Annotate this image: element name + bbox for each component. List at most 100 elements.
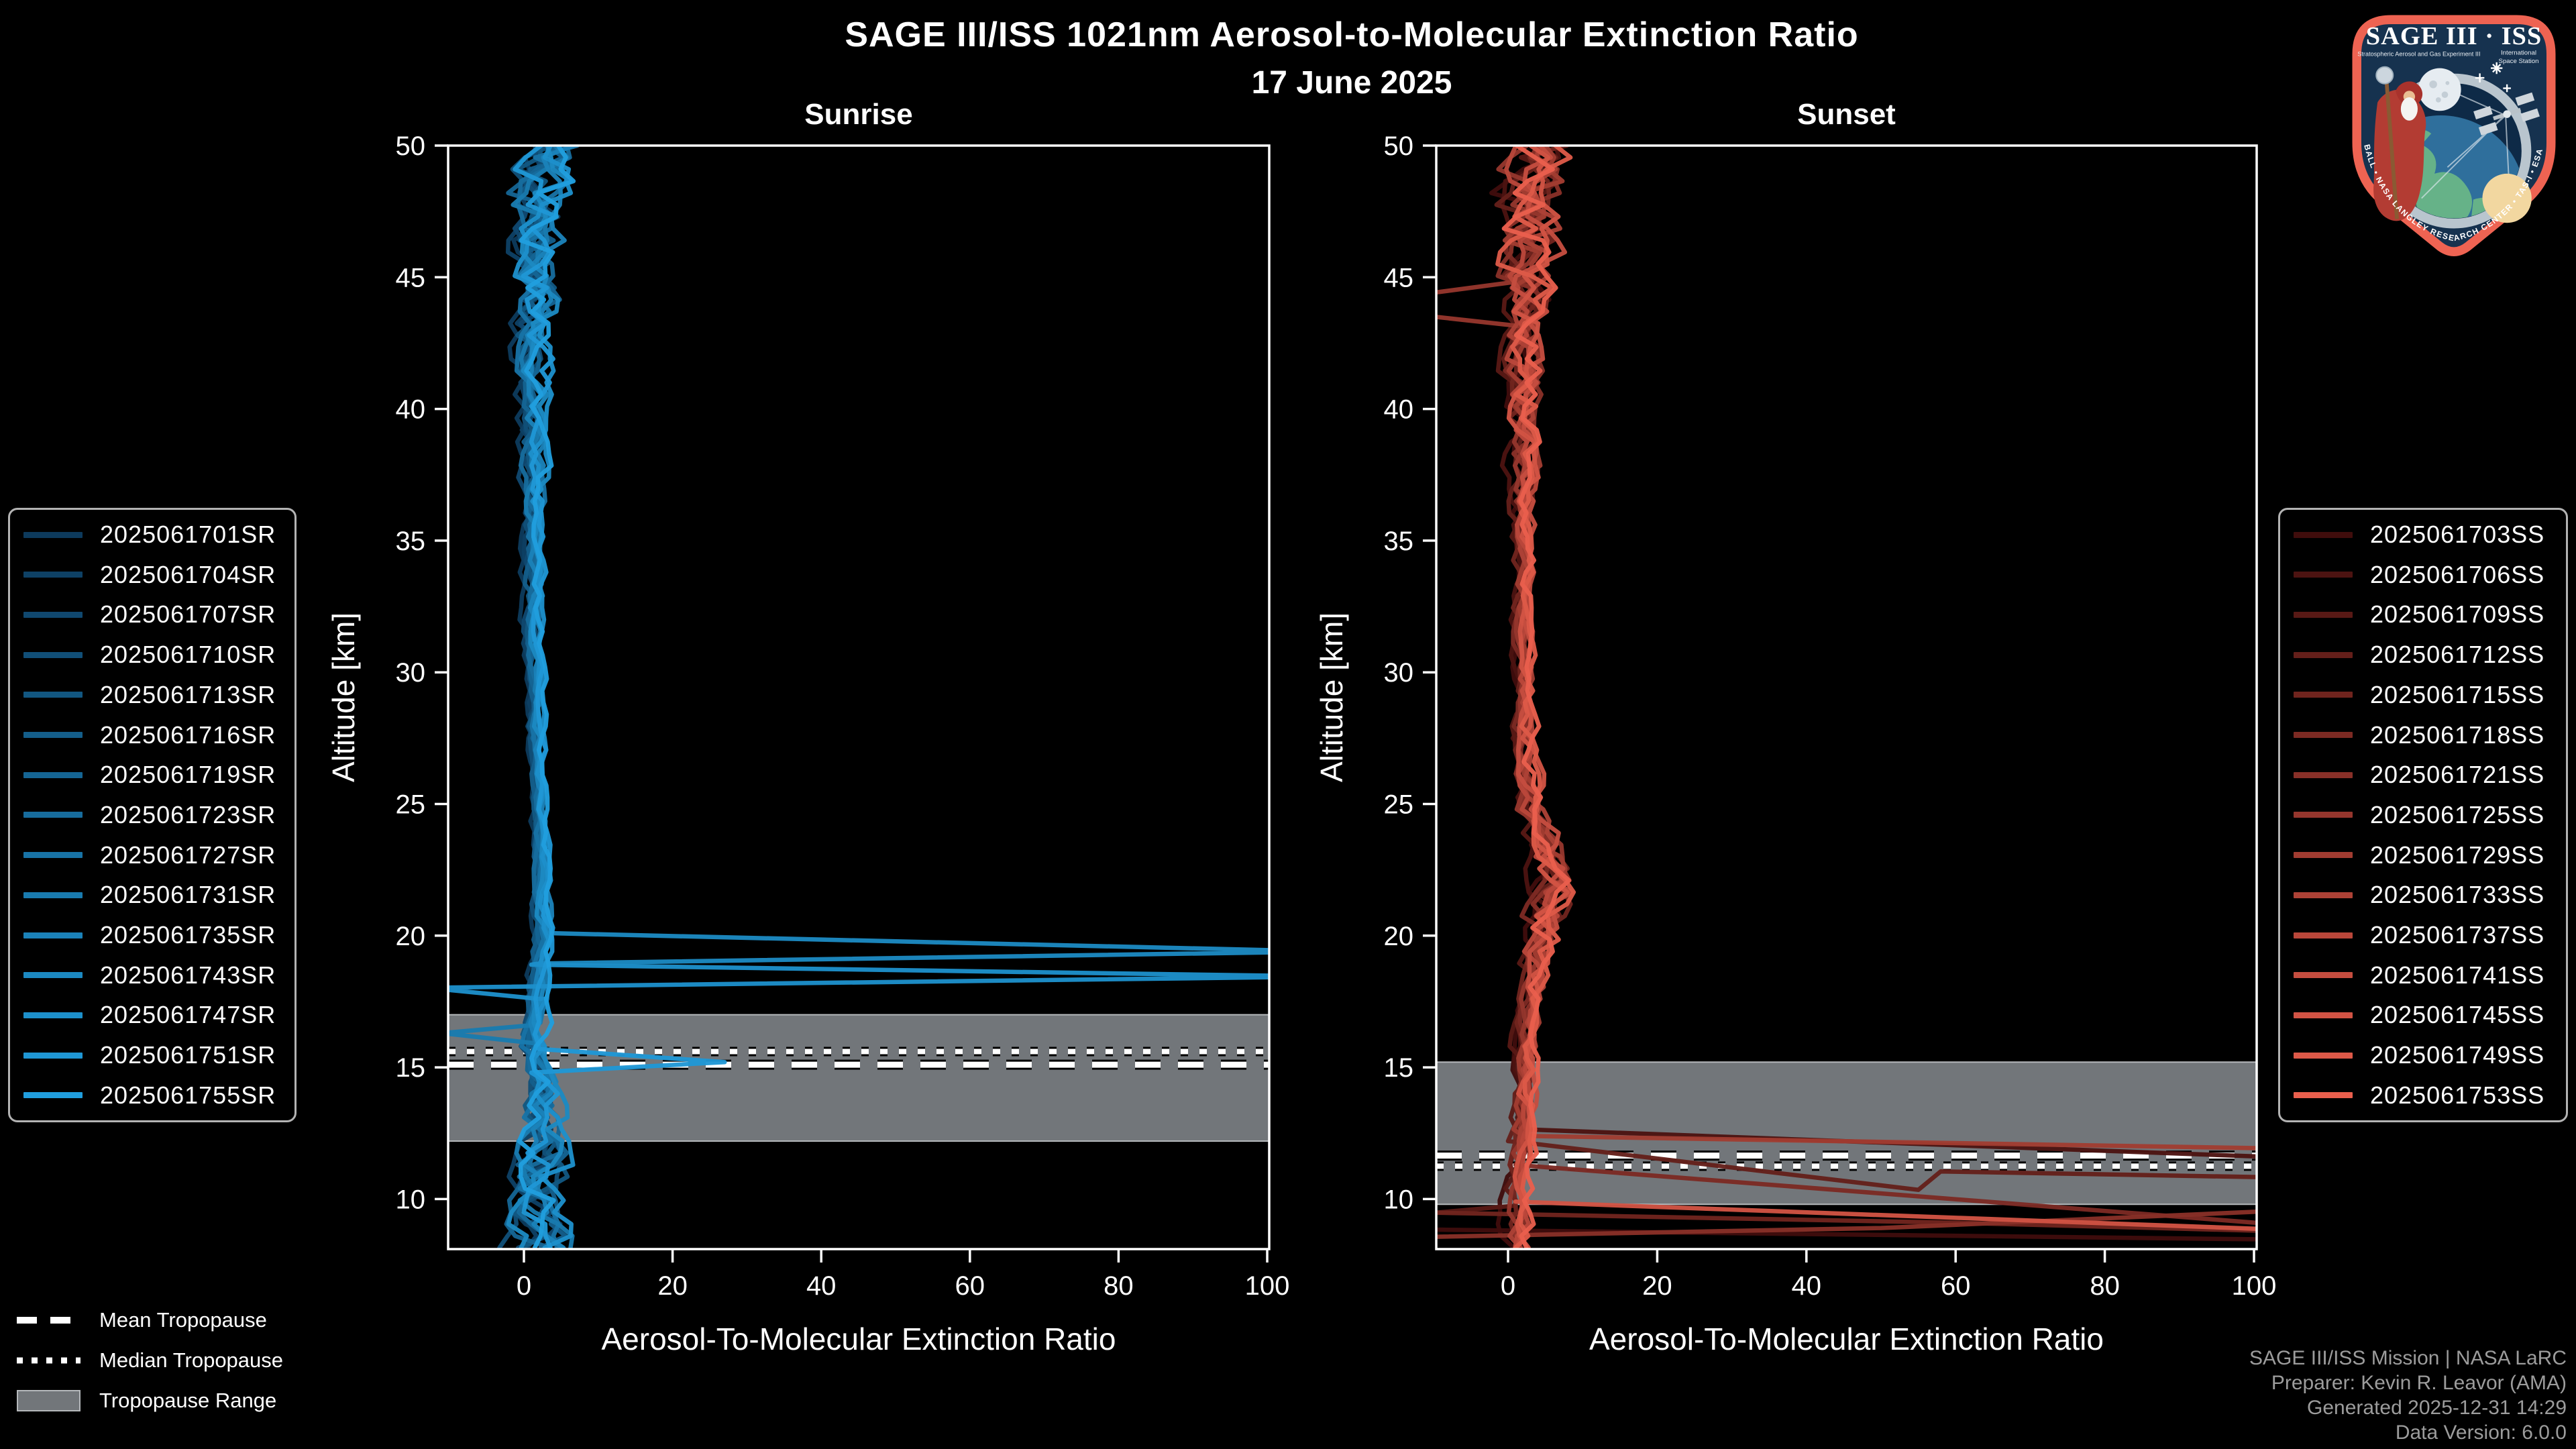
sunset-y-tick-label: 25 (1384, 790, 1414, 820)
legend-item-label: 2025061731SR (100, 881, 276, 909)
sunrise-x-axis-label: Aerosol-To-Molecular Extinction Ratio (602, 1322, 1116, 1356)
legend-line-swatch-icon (2294, 812, 2353, 818)
legend-item-label: 2025061743SR (100, 961, 276, 989)
footer-preparer: Preparer: Kevin R. Leavor (AMA) (2271, 1372, 2567, 1394)
legend-line-swatch-icon (23, 611, 83, 618)
legend-line-swatch-icon (2294, 651, 2353, 658)
sunset-x-tick-label: 0 (1501, 1271, 1515, 1301)
legend-line-swatch-icon (23, 932, 83, 938)
median-tropopause-dot-icon (17, 1357, 80, 1364)
sunset-y-tick-label: 35 (1384, 527, 1414, 556)
sunset-y-tick-label: 50 (1384, 131, 1414, 161)
legend-item-2025061723SR: 2025061723SR (23, 801, 281, 829)
sun-icon (2482, 173, 2532, 223)
patch-subtitle-left: Stratospheric Aerosol and Gas Experiment… (2357, 50, 2480, 57)
patch-title: SAGE III · ISS (2366, 22, 2542, 50)
legend-item-2025061751SR: 2025061751SR (23, 1041, 281, 1069)
legend-item-2025061729SS: 2025061729SS (2294, 841, 2553, 869)
legend-item-label: 2025061753SS (2370, 1081, 2545, 1109)
iss-icon (2473, 92, 2540, 136)
moon-craters (2429, 80, 2450, 103)
legend-line-swatch-icon (23, 531, 83, 538)
median-tropopause-legend-item: Median Tropopause (17, 1347, 283, 1374)
legend-item-label: 2025061735SR (100, 921, 276, 949)
legend-line-swatch-icon (2294, 611, 2353, 618)
tropopause-legend: Mean Tropopause Median Tropopause Tropop… (17, 1307, 283, 1414)
legend-item-2025061747SR: 2025061747SR (23, 1001, 281, 1029)
legend-item-2025061735SR: 2025061735SR (23, 921, 281, 949)
legend-item-label: 2025061723SR (100, 800, 276, 828)
legend-line-swatch-icon (2294, 771, 2353, 778)
legend-line-swatch-icon (23, 972, 83, 979)
legend-item-label: 2025061733SS (2370, 881, 2545, 909)
legend-item-label: 2025061737SS (2370, 921, 2545, 949)
legend-line-swatch-icon (23, 771, 83, 778)
stars (2475, 62, 2511, 93)
sunset-x-tick-label: 20 (1642, 1271, 1672, 1301)
profile-segment-2025061745SS (1513, 1199, 2257, 1232)
legend-item-2025061733SS: 2025061733SS (2294, 881, 2553, 909)
sunrise-y-tick-label: 15 (396, 1053, 426, 1083)
legend-item-label: 2025061706SS (2370, 560, 2545, 588)
legend-line-swatch-icon (23, 892, 83, 898)
sunrise-y-tick-label: 45 (396, 263, 426, 292)
footer-mission: SAGE III/ISS Mission | NASA LaRC (2249, 1347, 2567, 1369)
legend-line-swatch-icon (2294, 852, 2353, 859)
sunrise-panel-title: Sunrise (804, 98, 912, 131)
legend-item-2025061718SS: 2025061718SS (2294, 721, 2553, 749)
legend-item-label: 2025061719SR (100, 761, 276, 789)
legend-item-2025061731SR: 2025061731SR (23, 881, 281, 909)
sunrise-x-tick-label: 100 (1245, 1271, 1290, 1301)
legend-item-label: 2025061707SR (100, 600, 276, 629)
sunset-panel: 0 20 40 60 80 100 10 15 20 25 30 35 40 45 50 Aerosol-To… (1314, 98, 2277, 1356)
legend-item-label: 2025061727SR (100, 841, 276, 869)
sunset-x-tick-label: 80 (2090, 1271, 2120, 1301)
sage-iii-iss-mission-patch-logo: SAGE III · ISS Stratospheric Aerosol and… (2352, 15, 2556, 256)
sunset-y-tick-label: 45 (1384, 263, 1414, 292)
legend-line-swatch-icon (23, 692, 83, 698)
sunset-x-tick-label: 100 (2232, 1271, 2277, 1301)
footer-data-version: Data Version: 6.0.0 (2395, 1421, 2567, 1444)
sunset-legend: 2025061703SS 2025061706SS 2025061709SS 2025… (2278, 508, 2568, 1122)
sunrise-y-tick-label: 40 (396, 395, 426, 425)
legend-item-2025061713SR: 2025061713SR (23, 681, 281, 709)
tropopause-range-label: Tropopause Range (99, 1389, 277, 1412)
sunset-panel-title: Sunset (1797, 98, 1896, 131)
patch-subtitle-right-2: Space Station (2499, 58, 2539, 65)
sunrise-panel: 0 20 40 60 80 100 10 15 20 25 30 35 40 45 50 Aerosol-To… (326, 98, 1290, 1356)
profile-segment-2025061703SS (1436, 1227, 2257, 1242)
legend-line-swatch-icon (2294, 572, 2353, 578)
sunrise-y-axis-label: Altitude [km] (326, 612, 361, 782)
tropopause-range-legend-item: Tropopause Range (17, 1387, 283, 1414)
legend-item-2025061709SS: 2025061709SS (2294, 600, 2553, 629)
sunrise-y-tick-label: 25 (396, 790, 426, 820)
sunrise-x-tick-label: 80 (1104, 1271, 1134, 1301)
sunrise-y-tick-label: 20 (396, 922, 426, 951)
legend-item-label: 2025061718SS (2370, 720, 2545, 749)
tropopause-range-swatch-icon (17, 1390, 80, 1411)
legend-item-2025061743SR: 2025061743SR (23, 961, 281, 989)
legend-item-label: 2025061755SR (100, 1081, 276, 1109)
profile-line-2025061729SS (1502, 146, 2257, 1150)
legend-item-2025061749SS: 2025061749SS (2294, 1041, 2553, 1069)
sunset-axes-box (1435, 144, 2258, 1250)
legend-item-2025061701SR: 2025061701SR (23, 521, 281, 549)
legend-item-label: 2025061729SS (2370, 841, 2545, 869)
profile-segment-2025061721SS (1436, 1210, 2257, 1239)
sunrise-x-tick-label: 40 (806, 1271, 837, 1301)
mean-tropopause-label: Mean Tropopause (99, 1308, 267, 1332)
legend-item-label: 2025061751SR (100, 1041, 276, 1069)
legend-line-swatch-icon (23, 572, 83, 578)
sunrise-profiles (448, 146, 1269, 1249)
legend-line-swatch-icon (23, 1012, 83, 1018)
median-tropopause-label: Median Tropopause (99, 1348, 284, 1372)
legend-item-2025061710SR: 2025061710SR (23, 641, 281, 669)
sunset-x-axis-label: Aerosol-To-Molecular Extinction Ratio (1589, 1322, 2104, 1356)
legend-line-swatch-icon (23, 1092, 83, 1099)
legend-item-2025061703SS: 2025061703SS (2294, 521, 2553, 549)
legend-item-label: 2025061715SS (2370, 680, 2545, 708)
sunrise-y-tick-label: 35 (396, 527, 426, 556)
legend-item-label: 2025061741SS (2370, 961, 2545, 989)
legend-item-2025061737SS: 2025061737SS (2294, 921, 2553, 949)
sunrise-x-tick-label: 0 (517, 1271, 531, 1301)
